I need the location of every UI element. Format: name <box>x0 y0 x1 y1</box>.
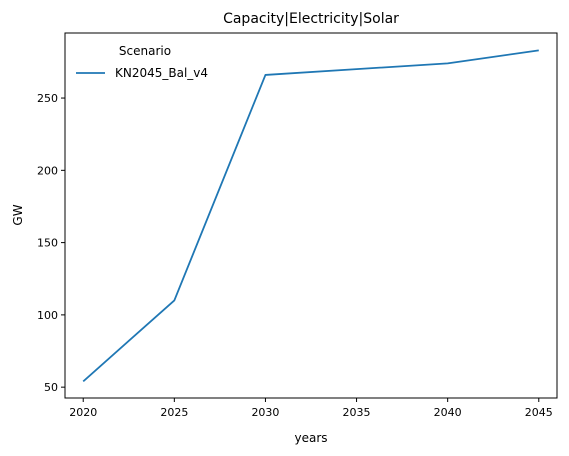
series-line-0 <box>82 49 539 383</box>
legend-label-kn2045-bal-v4: KN2045_Bal_v4 <box>115 66 208 80</box>
y-tick-label-100: 100 <box>37 309 58 322</box>
series-group <box>82 49 539 383</box>
x-tick-label-2030: 2030 <box>251 406 279 419</box>
x-tick-label-2040: 2040 <box>434 406 462 419</box>
x-tick-label-2025: 2025 <box>160 406 188 419</box>
y-tick-label-150: 150 <box>37 237 58 250</box>
y-axis: 50 100 150 200 250 <box>37 92 65 394</box>
x-tick-label-2045: 2045 <box>525 406 553 419</box>
y-tick-label-50: 50 <box>44 381 58 394</box>
x-axis-label: years <box>294 431 327 445</box>
legend: Scenario KN2045_Bal_v4 <box>76 44 208 80</box>
plot-area <box>64 32 558 399</box>
x-tick-label-2020: 2020 <box>69 406 97 419</box>
y-tick-label-250: 250 <box>37 92 58 105</box>
y-tick-label-200: 200 <box>37 164 58 177</box>
legend-title: Scenario <box>119 44 171 58</box>
x-tick-label-2035: 2035 <box>343 406 371 419</box>
chart-title: Capacity|Electricity|Solar <box>223 11 399 27</box>
y-axis-label: GW <box>11 204 25 225</box>
x-axis: 2020 2025 2030 2035 2040 2045 <box>69 398 553 419</box>
